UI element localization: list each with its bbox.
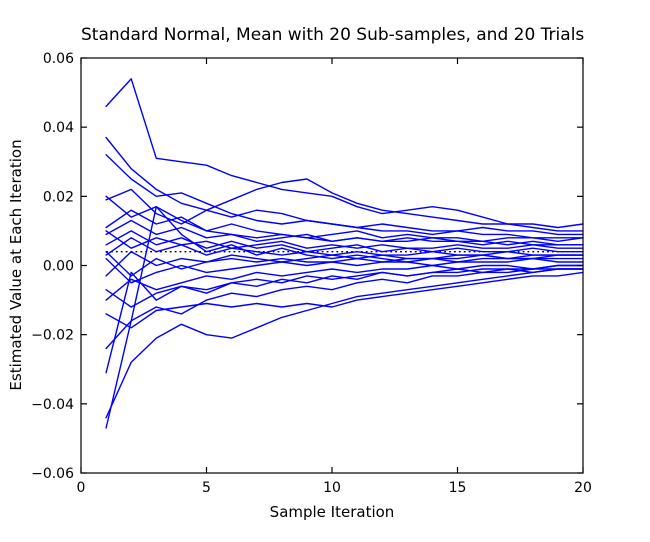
trial-15-line: [105, 264, 584, 301]
x-axis-label: Sample Iteration: [269, 503, 395, 521]
y-tick-label: −0.04: [31, 397, 74, 413]
y-tick-label: 0.02: [43, 189, 74, 205]
trial-12-line: [105, 257, 584, 284]
trial-02-line: [105, 136, 584, 236]
trial-16-line: [105, 271, 584, 329]
trial-05-line: [105, 178, 584, 232]
y-axis-label: Estimated Value at Each Iteration: [7, 139, 25, 391]
trial-19-line: [105, 268, 584, 419]
y-tick-label: −0.06: [31, 466, 74, 482]
y-tick-label: −0.02: [31, 328, 74, 344]
trial-01-line: [105, 78, 584, 229]
x-tick-label: 0: [77, 480, 86, 496]
trial-06-line: [105, 209, 584, 243]
y-tick-label: 0.04: [43, 120, 74, 136]
x-tick-label: 5: [202, 480, 211, 496]
x-tick-label: 20: [574, 480, 592, 496]
trial-20-line: [105, 205, 584, 429]
trial-11-line: [105, 237, 584, 256]
trial-17-line: [105, 268, 584, 350]
y-tick-label: 0.00: [43, 259, 74, 275]
chart-title: Standard Normal, Mean with 20 Sub-sample…: [81, 25, 585, 45]
trial-08-line: [105, 219, 584, 246]
y-tick-label: 0.06: [43, 51, 74, 67]
x-tick-label: 10: [323, 480, 341, 496]
x-tick-label: 15: [449, 480, 467, 496]
trial-18-line: [105, 264, 584, 374]
trial-03-line: [105, 154, 584, 239]
